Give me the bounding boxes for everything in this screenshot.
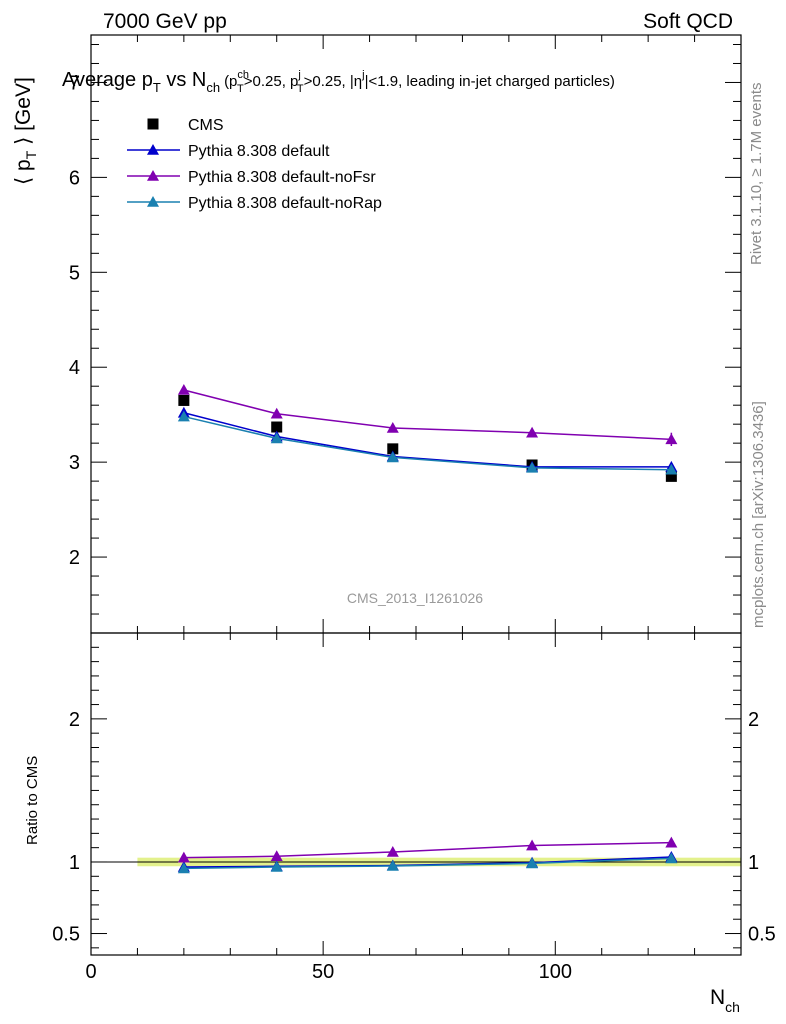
main-y-tick-label: 4 xyxy=(69,357,80,379)
legend-label: Pythia 8.308 default-noFsr xyxy=(188,169,376,186)
legend-label: Pythia 8.308 default xyxy=(188,143,330,160)
title-cut: >0.25, p xyxy=(244,73,299,90)
main-y-tick-label: 5 xyxy=(69,262,80,284)
ratio-series-point xyxy=(526,839,539,851)
y-axis-label-main: ⟨ pT ⟩ [GeV] xyxy=(12,77,39,185)
header-left: 7000 GeV pp xyxy=(103,10,227,33)
legend-marker xyxy=(147,196,159,207)
ratio-y-tick-label-right: 2 xyxy=(748,709,759,731)
x-label-sub: ch xyxy=(725,999,740,1015)
y-label-sub: T xyxy=(23,150,39,159)
data-point xyxy=(387,443,399,455)
series-point xyxy=(386,421,399,433)
series-point xyxy=(526,426,539,438)
x-axis-label: Nch xyxy=(710,986,740,1015)
ratio-y-tick-label: 0.5 xyxy=(52,924,80,946)
series-point xyxy=(270,407,283,419)
legend-marker xyxy=(147,170,159,181)
series-point xyxy=(665,463,678,475)
rivet-label: Rivet 3.1.10, ≥ 1.7M events xyxy=(748,83,765,266)
title-sub: T xyxy=(237,83,244,95)
ratio-y-tick-label-right: 1 xyxy=(748,852,759,874)
main-y-tick-label: 7 xyxy=(69,72,80,94)
main-y-tick-label: 6 xyxy=(69,167,80,189)
ratio-series-point xyxy=(177,851,190,863)
ratio-series-point xyxy=(270,860,283,872)
series-point xyxy=(526,461,539,473)
y-axis-label-ratio: Ratio to CMS xyxy=(24,756,41,845)
legend-label: CMS xyxy=(188,117,224,134)
ratio-series-point xyxy=(665,836,678,848)
ratio-frame xyxy=(90,632,742,956)
title-sub: T xyxy=(153,80,161,95)
mcplots-label: mcplots.cern.ch [arXiv:1306.3436] xyxy=(750,401,767,628)
ratio-series-point xyxy=(177,862,190,874)
title-sup: ch xyxy=(237,69,249,81)
main-y-tick-label: 3 xyxy=(69,452,80,474)
x-tick-label: 100 xyxy=(539,961,572,983)
x-tick-label: 50 xyxy=(312,961,334,983)
ratio-panel: 0 50 100 0.5 0.5 1 1 2 2 xyxy=(52,632,776,983)
series-line xyxy=(183,412,672,468)
title-sup: j xyxy=(361,69,364,81)
main-panel: 2 3 4 5 6 7 xyxy=(69,34,742,634)
legend-label: Pythia 8.308 default-noRap xyxy=(188,195,382,212)
ratio-series-line xyxy=(183,841,672,859)
series-point xyxy=(177,384,190,395)
ratio-y-tick-label: 2 xyxy=(69,709,80,731)
header-right: Soft QCD xyxy=(643,10,733,33)
legend-marker xyxy=(147,118,159,130)
title-part: vs N xyxy=(161,69,207,91)
data-point xyxy=(271,421,283,433)
title-cut: (p xyxy=(224,73,237,90)
x-label-part: N xyxy=(710,986,725,1009)
main-y-tick-label: 2 xyxy=(69,547,80,569)
title-sub: ch xyxy=(206,80,220,95)
data-point xyxy=(665,470,677,482)
data-point xyxy=(178,394,190,406)
analysis-watermark: CMS_2013_I1261026 xyxy=(347,590,483,606)
ratio-series-point xyxy=(386,845,399,857)
ratio-series-point xyxy=(665,852,678,864)
y-label-part: ⟩ [GeV] xyxy=(12,77,35,151)
ratio-series-point xyxy=(526,857,539,869)
title-cut: |<1.9, leading in-jet charged particles) xyxy=(365,73,615,90)
series-point xyxy=(177,410,190,422)
legend-marker xyxy=(147,144,159,155)
x-tick-label: 0 xyxy=(85,961,96,983)
ratio-series-point xyxy=(270,850,283,862)
y-label-part: ⟨ p xyxy=(12,159,35,185)
legend: CMS Pythia 8.308 default Pythia 8.308 defa… xyxy=(127,117,382,212)
ratio-series-point xyxy=(386,859,399,871)
series-point xyxy=(386,451,399,463)
ratio-y-tick-label: 1 xyxy=(69,852,80,874)
title-sub: T xyxy=(297,83,304,95)
ratio-y-tick-label-right: 0.5 xyxy=(748,924,776,946)
series-line xyxy=(183,415,672,471)
series-point xyxy=(270,432,283,444)
title-part: Average p xyxy=(62,69,153,91)
title-sup: j xyxy=(297,69,300,81)
title-cut: >0.25, |η xyxy=(304,73,363,90)
plot-title: Average pT vs Nch (pch T>0.25, pj T>0.25, |… xyxy=(62,69,615,95)
